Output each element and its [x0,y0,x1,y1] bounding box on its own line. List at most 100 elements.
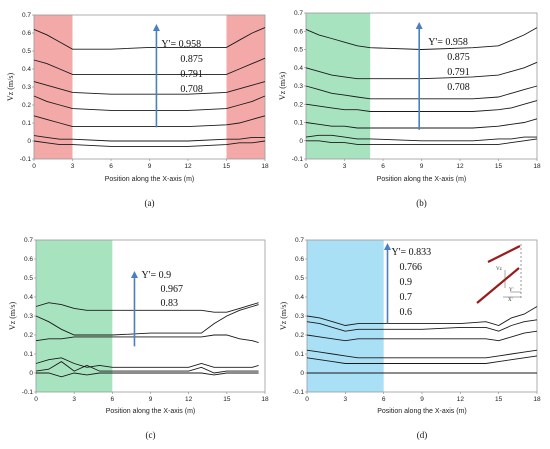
legend-value: 0.7 [400,292,413,303]
y-tick-label: 0.4 [24,294,33,301]
x-tick-label: 12 [184,163,192,170]
legend-value: 0.9 [400,277,413,288]
x-tick-label: 6 [382,396,386,403]
y-tick-label: 0.2 [294,101,303,108]
y-tick-label: 0.2 [22,102,31,109]
series-line-3 [33,81,266,95]
legend-value: 0.708 [447,82,470,93]
y-tick-label: 0.7 [24,237,33,244]
inset-vz-label: Vz [496,267,503,272]
y-tick-label: 0.3 [295,313,304,320]
y-tick-label: 0.1 [24,351,33,358]
panel-caption: (a) [145,198,155,208]
series-line-5 [33,115,266,128]
y-tick-label: 0.6 [22,30,31,37]
series-line-4 [33,95,266,111]
y-tick-label: 0.6 [295,256,304,263]
y-tick-label: -0.1 [293,389,305,396]
y-tick-label: 0 [27,138,31,145]
x-tick-label: 3 [71,163,75,170]
series-line-3 [305,85,538,100]
y-tick-label: 0.4 [22,66,31,73]
x-tick-label: 15 [495,163,503,170]
x-axis-label: Position along the X-axis (m) [377,176,466,183]
series-line-4 [305,100,538,112]
inclined-bar-upper [487,245,521,263]
shaded-region [36,240,113,392]
y-tick-label: 0.2 [24,332,33,339]
series-line-4 [306,349,538,359]
x-tick-label: 3 [343,163,347,170]
x-tick-label: 6 [109,163,113,170]
x-tick-label: 0 [34,396,38,403]
arrow-head-icon [130,271,138,278]
panel-caption: (b) [416,198,427,208]
y-tick-label: 0.2 [295,332,304,339]
x-tick-label: 12 [185,396,193,403]
y-tick-label: 0.7 [294,10,303,17]
inclined-bar-lower [476,267,520,304]
y-tick-label: 0.5 [24,275,33,282]
x-tick-label: 6 [111,396,115,403]
y-tick-label: 0.7 [295,237,304,244]
chart-panel-a: -0.100.10.20.30.40.50.60.70 3 6 9 12 15 18Posi… [6,12,269,208]
y-axis-label: Vz (m/s) [278,72,287,101]
panel-caption: (d) [417,430,428,440]
inclined-bar-inset: Vz Y' X' [476,244,522,304]
series-line-4 [35,357,259,368]
y-tick-label: 0 [300,370,304,377]
series-line-1 [35,302,259,313]
series-line-1 [33,27,266,50]
y-tick-label: 0.5 [22,48,31,55]
x-axis-label: Position along the X-axis (m) [105,176,194,183]
y-tick-label: 0.5 [294,47,303,54]
legend-value: 0.875 [447,52,470,63]
x-tick-label: 18 [261,396,269,403]
legend-value: Y'= 0.833 [392,247,432,258]
x-tick-label: 3 [72,396,76,403]
y-tick-label: -0.1 [22,389,34,396]
legend-value: 0.791 [180,69,203,80]
arrow-head-icon [152,24,160,31]
series-line-3 [306,330,538,342]
legend-value: 0.6 [400,307,413,318]
chart-panel-b: -0.100.10.20.30.40.50.60.70 3 6 9 12 15 18Posi… [278,10,541,208]
legend-value: Y'= 0.958 [161,39,201,50]
x-tick-label: 9 [420,396,424,403]
legend-value: 0.766 [400,262,423,273]
y-axis-label: Vz (m/s) [8,302,17,331]
x-tick-label: 18 [533,163,541,170]
x-axis-label: Position along the X-axis (m) [106,408,195,415]
y-tick-label: 0.3 [22,84,31,91]
series-line-2 [33,57,266,75]
shaded-region [307,240,384,392]
y-tick-label: 0.7 [22,12,31,19]
x-tick-label: 9 [420,163,424,170]
x-tick-label: 0 [305,396,309,403]
x-tick-label: 0 [32,163,36,170]
y-axis-label: Vz (m/s) [6,73,15,102]
x-tick-label: 0 [304,163,308,170]
series-line-5 [305,118,538,129]
x-tick-label: 15 [223,163,231,170]
series-line-7 [33,140,266,147]
legend-value: Y'= 0.958 [428,37,468,48]
x-tick-label: 12 [456,163,464,170]
legend-value: 0.708 [180,84,203,95]
series-line-1 [306,306,538,326]
series-line-2 [306,319,538,332]
y-tick-label: -0.1 [20,156,32,163]
x-tick-label: 9 [148,163,152,170]
series-line-2 [305,61,538,80]
y-tick-label: 0.3 [24,313,33,320]
y-tick-label: 0.6 [294,28,303,35]
legend-value: 0.791 [447,67,470,78]
legend-value: 0.875 [180,54,203,65]
y-tick-label: 0.6 [24,256,33,263]
inset-y-label: Y' [509,288,514,293]
series-line-5 [306,355,538,364]
y-tick-label: 0.4 [295,294,304,301]
y-tick-label: 0.1 [294,120,303,127]
x-tick-label: 15 [223,396,231,403]
